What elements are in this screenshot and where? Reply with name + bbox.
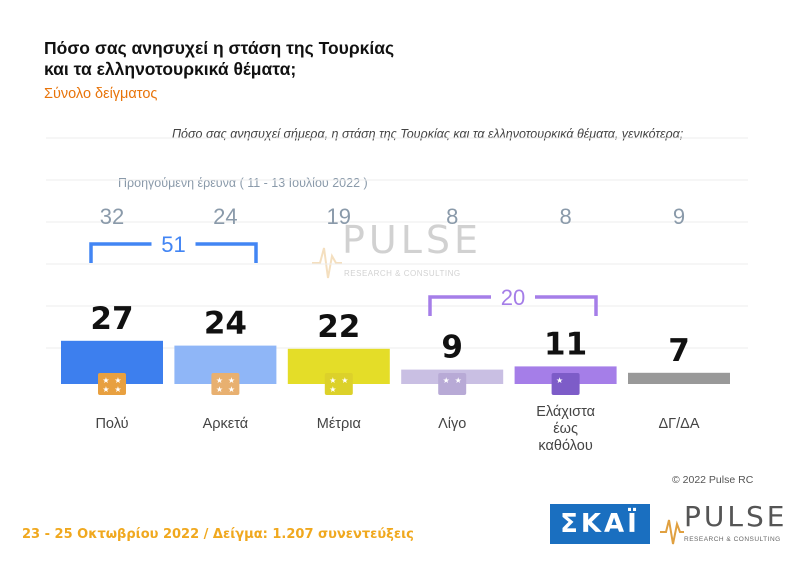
category-label: Πολύ [95, 416, 128, 432]
star-rating-icon [98, 373, 126, 395]
survey-footer: 23 - 25 Οκτωβρίου 2022 / Δείγμα: 1.207 σ… [22, 527, 414, 542]
previous-value-label: 24 [213, 204, 237, 229]
star-icon: ★ [228, 385, 235, 394]
star-icon: ★ [556, 376, 563, 385]
bar [628, 372, 730, 384]
bar-value-label: 24 [204, 306, 247, 342]
star-icon: ★ [329, 376, 336, 385]
previous-value-label: 8 [559, 204, 571, 229]
bar-value-label: 22 [317, 309, 360, 345]
pulse-logo-tagline: RESEARCH & CONSULTING [684, 536, 781, 543]
star-icon: ★ [329, 385, 336, 394]
star-icon: ★ [114, 385, 121, 394]
category-label: Λίγο [438, 416, 466, 432]
group-bottom2-total: 20 [501, 285, 525, 310]
star-icon: ★ [216, 385, 223, 394]
bar-value-label: 9 [441, 330, 463, 366]
bar-value-label: 7 [668, 333, 690, 369]
previous-value-label: 8 [446, 204, 458, 229]
pulse-logo-word: PULSE [684, 500, 788, 533]
star-icon: ★ [455, 376, 462, 385]
title-line-1: Πόσο σας ανησυχεί η στάση της Τουρκίας [44, 38, 395, 58]
pulse-watermark: PULSE RESEARCH & CONSULTING [312, 218, 502, 288]
star-icon: ★ [443, 376, 450, 385]
category-label: Ελάχιστα έως καθόλου [536, 404, 595, 454]
category-label: ΔΓ/ΔΑ [658, 416, 699, 432]
chart-subtitle: Σύνολο δείγματος [44, 86, 158, 102]
star-rating-icon [324, 373, 353, 395]
star-icon: ★ [341, 376, 348, 385]
star-icon: ★ [102, 385, 109, 394]
copyright-text: © 2022 Pulse RC [672, 474, 754, 486]
bar-value-label: 11 [544, 326, 587, 362]
skai-logo: ΣΚΑΪ [550, 504, 650, 544]
star-rating-icon [211, 373, 240, 395]
bar-value-label: 27 [90, 301, 133, 337]
group-bottom2-bracket [428, 295, 598, 316]
star-rating-icon [551, 373, 580, 395]
chart-title: Πόσο σας ανησυχεί η στάση της Τουρκίας κ… [44, 38, 394, 80]
watermark-tagline: RESEARCH & CONSULTING [344, 269, 461, 278]
previous-value-label: 32 [100, 204, 124, 229]
group-top2-total: 51 [161, 232, 185, 257]
watermark-word: PULSE [342, 218, 483, 262]
previous-value-label: 19 [327, 204, 351, 229]
star-rating-icon [438, 373, 467, 395]
category-label: Αρκετά [203, 416, 249, 432]
star-icon: ★ [216, 376, 223, 385]
pulse-logo: PULSE RESEARCH & CONSULTING [660, 500, 784, 546]
group-top2-bracket [89, 242, 258, 263]
previous-value-label: 9 [673, 204, 685, 229]
star-icon: ★ [114, 376, 121, 385]
title-line-2: και τα ελληνοτουρκικά θέματα; [44, 59, 297, 79]
category-label: Μέτρια [317, 416, 361, 432]
star-icon: ★ [228, 376, 235, 385]
star-icon: ★ [102, 376, 109, 385]
